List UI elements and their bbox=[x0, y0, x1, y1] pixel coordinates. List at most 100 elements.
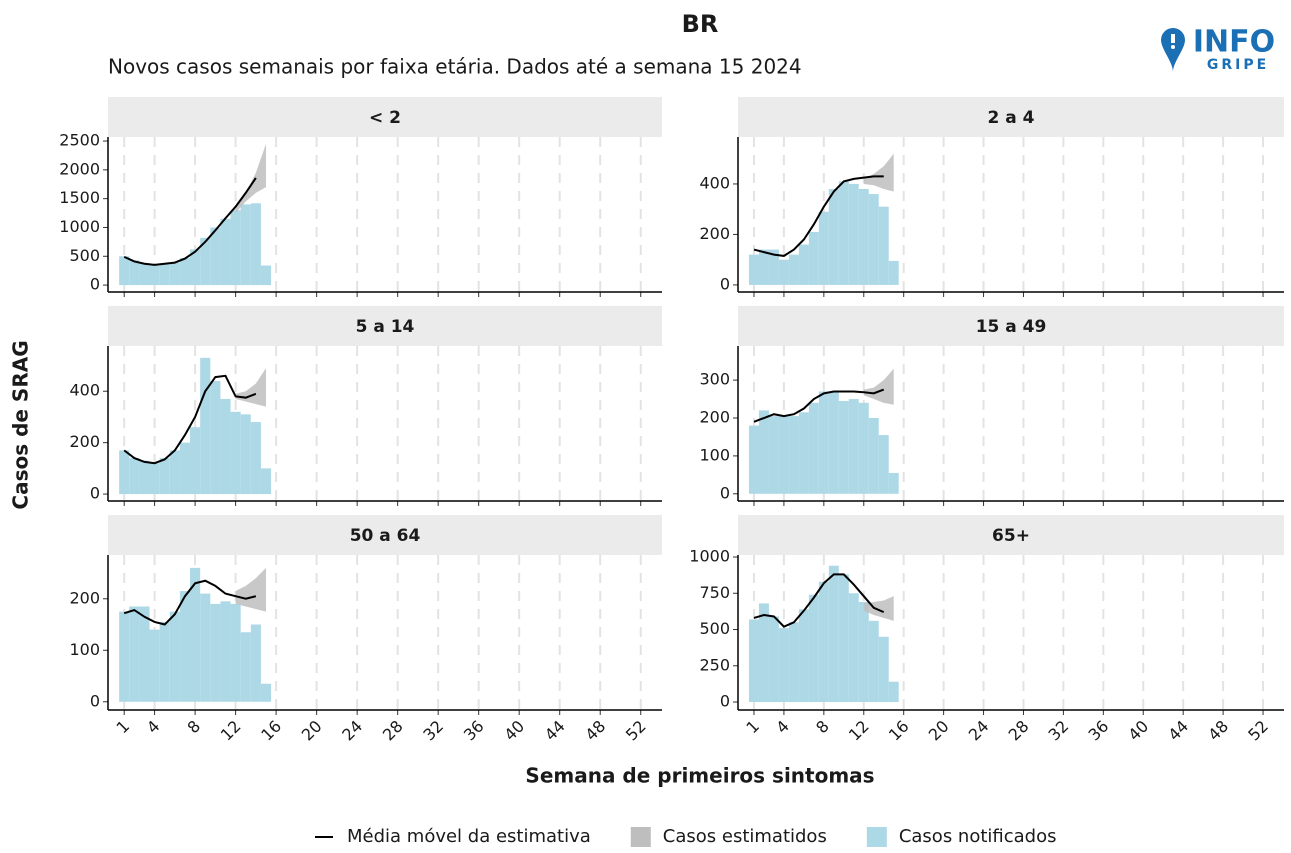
estimate-band bbox=[863, 596, 894, 621]
bar bbox=[250, 624, 261, 702]
bar bbox=[848, 593, 859, 703]
moving-average-line bbox=[123, 374, 257, 465]
bar bbox=[758, 603, 769, 703]
bar bbox=[888, 260, 899, 285]
legend-label: Média móvel da estimativa bbox=[347, 826, 591, 847]
y-tick-label: 1000 bbox=[59, 217, 100, 236]
strip bbox=[108, 515, 662, 555]
y-tick-label: 200 bbox=[69, 588, 100, 607]
bar bbox=[210, 227, 221, 286]
y-tick-label: 300 bbox=[699, 370, 730, 389]
bar bbox=[169, 262, 180, 286]
y-tick-label: 200 bbox=[69, 432, 100, 451]
y-tick-label: 250 bbox=[699, 655, 730, 674]
bar bbox=[818, 391, 829, 494]
x-tick-label: 16 bbox=[885, 717, 913, 745]
strip-label: 15 a 49 bbox=[976, 317, 1047, 337]
moving-average-line bbox=[753, 175, 884, 257]
bar bbox=[878, 435, 889, 494]
bar bbox=[119, 256, 130, 286]
bar bbox=[808, 231, 819, 285]
bar bbox=[260, 683, 272, 702]
strip-label: 5 a 14 bbox=[356, 317, 415, 337]
bar bbox=[858, 189, 869, 285]
bar bbox=[858, 402, 869, 494]
bar bbox=[200, 237, 211, 286]
strip bbox=[108, 306, 662, 346]
bar bbox=[798, 412, 809, 494]
x-tick-label: 20 bbox=[925, 717, 953, 745]
bar bbox=[260, 468, 272, 495]
bar bbox=[179, 258, 191, 286]
bar bbox=[848, 183, 859, 285]
y-tick-label: 2500 bbox=[59, 131, 100, 150]
strip-label: 65+ bbox=[992, 526, 1030, 546]
strip bbox=[738, 515, 1284, 555]
x-tick-label: 52 bbox=[1244, 717, 1272, 745]
bar bbox=[808, 594, 819, 703]
strip bbox=[738, 306, 1284, 346]
x-tick-label: 48 bbox=[1204, 717, 1232, 745]
bar bbox=[190, 567, 201, 702]
bar bbox=[179, 591, 191, 702]
x-tick-label: 8 bbox=[183, 717, 204, 738]
bar bbox=[240, 632, 251, 702]
bar bbox=[868, 194, 879, 285]
bar bbox=[250, 203, 261, 286]
bar bbox=[838, 181, 849, 285]
x-tick-label: 1 bbox=[742, 717, 763, 738]
bar bbox=[828, 391, 839, 494]
bar bbox=[758, 410, 769, 494]
legend-label: Casos estimatidos bbox=[663, 826, 827, 847]
bar bbox=[230, 210, 241, 286]
bar bbox=[768, 416, 779, 494]
y-tick-label: 200 bbox=[699, 224, 730, 243]
bar bbox=[190, 249, 201, 286]
moving-average-line bbox=[753, 388, 885, 423]
y-tick-label: 750 bbox=[699, 583, 730, 602]
x-axis-title: Semana de primeiros sintomas bbox=[525, 764, 874, 788]
bar bbox=[230, 603, 241, 702]
bar bbox=[808, 402, 819, 494]
bar bbox=[828, 189, 839, 285]
bar bbox=[788, 416, 799, 494]
strip bbox=[738, 97, 1284, 137]
bar bbox=[169, 611, 180, 702]
bar bbox=[818, 581, 829, 703]
bar bbox=[159, 621, 170, 702]
x-tick-label: 48 bbox=[581, 717, 609, 745]
logo: INFO GRIPE bbox=[1161, 25, 1275, 73]
x-tick-label: 32 bbox=[419, 717, 447, 745]
bar bbox=[200, 357, 211, 495]
y-tick-label: 400 bbox=[69, 381, 100, 400]
moving-average-line bbox=[123, 177, 257, 266]
y-tick-label: 1000 bbox=[689, 547, 730, 566]
bar bbox=[748, 254, 759, 285]
bar bbox=[778, 628, 789, 703]
bar bbox=[778, 259, 789, 285]
x-tick-label: 40 bbox=[500, 717, 528, 745]
strip bbox=[108, 97, 662, 137]
bar bbox=[778, 416, 789, 494]
y-tick-label: 0 bbox=[720, 692, 730, 711]
y-tick-label: 500 bbox=[699, 619, 730, 638]
y-tick-label: 0 bbox=[90, 691, 100, 710]
bar bbox=[768, 249, 779, 285]
bar bbox=[230, 411, 241, 495]
bar bbox=[220, 218, 231, 286]
y-tick-label: 100 bbox=[69, 640, 100, 659]
bar bbox=[748, 619, 759, 703]
bar bbox=[210, 603, 221, 702]
x-tick-label: 4 bbox=[143, 717, 164, 738]
legend-key bbox=[866, 827, 887, 847]
bar bbox=[210, 380, 221, 495]
bar bbox=[149, 629, 160, 702]
y-tick-label: 0 bbox=[720, 483, 730, 502]
y-tick-label: 500 bbox=[69, 246, 100, 265]
bar bbox=[159, 458, 170, 495]
x-tick-label: 36 bbox=[460, 717, 488, 745]
bar bbox=[818, 211, 829, 285]
bar bbox=[798, 609, 809, 703]
bar bbox=[139, 606, 150, 702]
bar bbox=[179, 442, 191, 495]
